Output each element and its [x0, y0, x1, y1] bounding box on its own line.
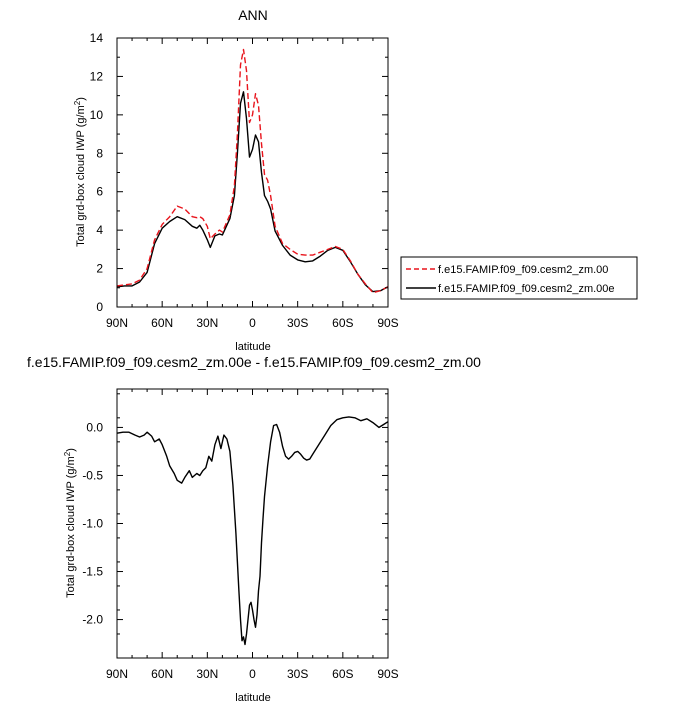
bottom-x-tick-label: 60S — [332, 667, 353, 681]
bottom-y-tick-label: 0.0 — [86, 420, 103, 434]
top-y-tick-label: 6 — [96, 185, 103, 199]
top-y-tick-label: 2 — [96, 262, 103, 276]
top-x-tick-label: 60S — [332, 316, 353, 330]
top-y-tick-label: 0 — [96, 300, 103, 314]
top-title: ANN — [238, 7, 268, 23]
legend-label-00e: f.e15.FAMIP.f09_f09.cesm2_zm.00e — [438, 283, 615, 295]
top-ticks: 90N 60N 30N 0 30S 60S 90S 0 2 4 6 8 10 12 14 — [90, 31, 399, 330]
top-y-tick-label: 14 — [90, 31, 104, 45]
top-series-line — [116, 48, 389, 294]
bottom-series-group — [116, 416, 389, 646]
top-plot-frame — [116, 37, 389, 308]
bottom-series-line — [116, 416, 389, 646]
top-y-tick-label: 10 — [90, 108, 104, 122]
bottom-y-tick-label: -2.0 — [82, 613, 103, 627]
bottom-plot-frame — [116, 388, 389, 659]
bottom-y-tick-label: -1.5 — [82, 565, 103, 579]
legend-box — [400, 256, 638, 300]
top-y-tick-label: 4 — [96, 223, 103, 237]
bottom-x-tick-label: 90S — [377, 667, 398, 681]
top-series-group — [116, 48, 389, 294]
bottom-y-tick-label: -1.0 — [82, 517, 103, 531]
top-series-line — [116, 91, 389, 293]
legend: f.e15.FAMIP.f09_f09.cesm2_zm.00 f.e15.FA… — [400, 256, 638, 300]
bottom-x-tick-label: 60N — [151, 667, 173, 681]
top-x-tick-label: 30S — [287, 316, 308, 330]
top-x-tick-label: 0 — [249, 316, 256, 330]
top-y-axis-label: Total grd-box cloud IWP (g/m2) — [73, 97, 87, 247]
top-y-tick-label: 8 — [96, 146, 103, 160]
bottom-x-tick-label: 0 — [249, 667, 256, 681]
bottom-ticks: 90N 60N 30N 0 30S 60S 90S 0.0 -0.5 -1.0 -1.5 -2.0 — [82, 389, 399, 681]
bottom-x-tick-label: 30N — [196, 667, 218, 681]
top-x-tick-label: 60N — [151, 316, 173, 330]
legend-label-00: f.e15.FAMIP.f09_f09.cesm2_zm.00 — [438, 264, 608, 276]
bottom-x-tick-label: 30S — [287, 667, 308, 681]
top-x-tick-label: 90N — [106, 316, 128, 330]
top-x-tick-label: 30N — [196, 316, 218, 330]
bottom-x-tick-label: 90N — [106, 667, 128, 681]
bottom-y-tick-label: -0.5 — [82, 468, 103, 482]
bottom-y-axis-label: Total grd-box cloud IWP (g/m2) — [63, 448, 77, 598]
bottom-x-axis-label: latitude — [235, 692, 270, 704]
top-y-tick-label: 12 — [90, 69, 104, 83]
top-x-axis-label: latitude — [235, 341, 270, 353]
top-x-tick-label: 90S — [377, 316, 398, 330]
bottom-title: f.e15.FAMIP.f09_f09.cesm2_zm.00e - f.e15… — [27, 354, 481, 370]
